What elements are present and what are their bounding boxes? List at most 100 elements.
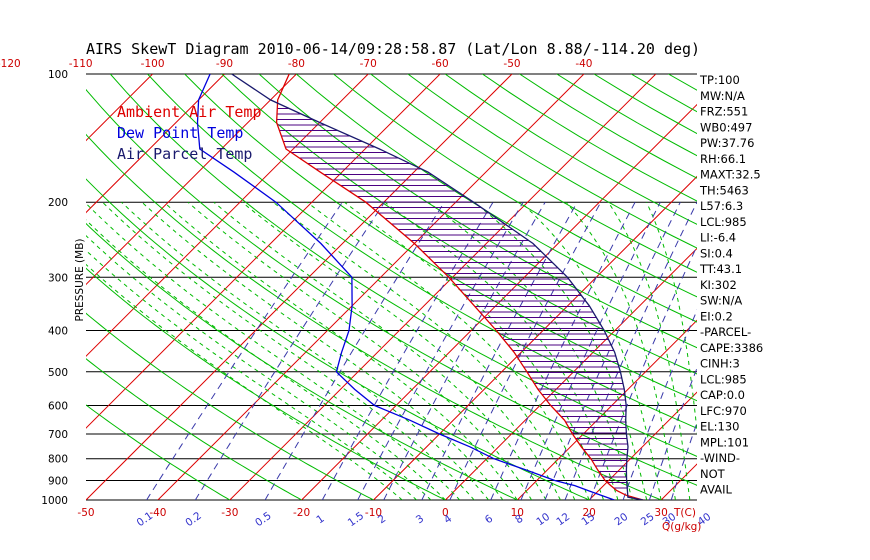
pressure-tick-label: 700 [48,429,68,441]
bottom-temp-tick-label: 0 [442,507,449,519]
mixing-ratio-tick-label: 0.2 [183,510,204,529]
pressure-tick-label: 500 [48,367,68,379]
moist-adiabat-line [86,219,446,500]
dry-adiabat-line [86,178,590,500]
mixing-ratio-tick-label: 1.5 [346,510,367,529]
dry-adiabat-line [407,74,697,249]
moist-adiabat-line [86,249,418,500]
top-temp-tick-label: -100 [141,58,165,70]
profiles [196,74,644,500]
mixing-ratio-tick-label: 12 [554,511,572,529]
index-entry: NOT [700,467,726,481]
mixing-ratio-tick-label: 4 [442,513,455,527]
mixing-ratio-line [670,421,697,500]
mixing-ratio-line [383,201,546,500]
dry-adiabat-line [86,404,231,500]
mixing-ratio-line [564,201,697,500]
moist-adiabat-line [520,201,662,500]
q-unit-label: Q(g/kg) [662,521,701,533]
mixing-ratio-tick-label: 2 [376,513,388,527]
legend: Ambient Air Temp Dew Point Temp Air Parc… [117,103,262,163]
pressure-tick-label: 100 [48,69,68,81]
pressure-tick-label: 200 [48,197,68,209]
index-entry: TH:5463 [699,183,749,197]
index-entry: AVAIL [700,483,733,497]
index-entry: PW:37.76 [700,136,754,150]
mixing-ratio-line [520,201,661,500]
mixing-ratio-tick-label: 20 [612,511,630,529]
moist-adiabat-line [102,201,475,500]
top-temp-axis: -120 -110 -100 -90 -80 -70 -60 -50 -40 [0,58,592,70]
index-entry: LCL:985 [700,215,747,229]
dry-adiabat-line [86,222,518,500]
dry-adiabat-line [258,74,697,349]
plot-area [86,74,870,500]
pressure-tick-label: 800 [48,454,68,466]
top-temp-tick-label: -70 [360,58,377,70]
mixing-ratio-line [449,201,602,500]
bottom-temp-tick-label: 20 [583,507,596,519]
index-entry: CAPE:3386 [700,341,763,355]
mixing-ratio-line [146,201,343,500]
bottom-temp-tick-label: -10 [365,507,382,519]
moist-adiabat-line [86,263,403,500]
dry-adiabat-line [295,74,697,323]
pressure-tick-label: 400 [48,325,68,337]
index-entry: EI:0.2 [700,309,733,323]
mixing-ratio-tick-label: 6 [483,513,496,527]
dry-adiabat-line [221,74,697,375]
dry-adiabat-line [184,74,697,402]
moist-adiabat-line [213,201,547,500]
dry-adiabat-line [743,74,870,500]
isotherm-line [86,74,225,214]
moist-adiabat-line [86,235,432,500]
isotherms [86,74,870,500]
moist-adiabat-line [121,201,489,500]
mixing-ratio-line [421,201,578,500]
pressure-axis: 100 200 300 400 500 600 700 800 900 1000 [41,69,68,507]
moist-adiabats [86,201,697,500]
cape-hatching [276,108,628,489]
dry-adiabat-line [86,358,302,500]
mixing-ratio-line [194,201,385,500]
mixing-ratio-line [321,201,494,500]
moist-adiabat-line [306,201,590,500]
ambient-temp-line [275,74,644,500]
top-temp-tick-label: -120 [0,58,21,70]
isotherm-line [588,391,697,500]
dry-adiabat-line [86,88,697,486]
dewpoint-line [196,74,615,500]
parcel-temp-line [231,74,644,500]
legend-ambient: Ambient Air Temp [117,103,262,121]
top-temp-tick-label: -40 [575,58,592,70]
index-entry: TT:43.1 [699,262,742,276]
index-entry: SW:N/A [700,294,742,308]
dry-adiabat-line [333,74,697,298]
t-unit-label: T(C) [673,507,696,519]
top-temp-tick-label: -80 [288,58,305,70]
moist-adiabat-line [272,201,576,500]
pressure-tick-label: 900 [48,476,68,488]
index-entry: CINH:3 [700,357,740,371]
moist-adiabat-line [163,201,518,500]
isotherm-line [805,74,870,500]
index-entry: LFC:970 [700,404,747,418]
dry-adiabat-line [854,74,870,500]
moist-adiabat-line [86,202,461,500]
pressure-tick-label: 600 [48,400,68,412]
index-entry: MPL:101 [700,435,749,449]
top-temp-tick-label: -90 [216,58,233,70]
isotherm-line [445,247,697,500]
mixing-ratio-line [490,201,636,500]
dry-adiabat-line [817,74,870,500]
mixing-ratio-line [648,366,697,500]
mixing-ratio-tick-label: 1 [314,513,326,527]
legend-parcel: Air Parcel Temp [117,145,252,163]
index-entry: KI:302 [700,278,737,292]
moist-adiabat-line [141,201,504,500]
index-entry: RH:66.1 [700,152,746,166]
index-entry: LCL:985 [700,372,747,386]
dry-adiabat-line [86,312,374,500]
